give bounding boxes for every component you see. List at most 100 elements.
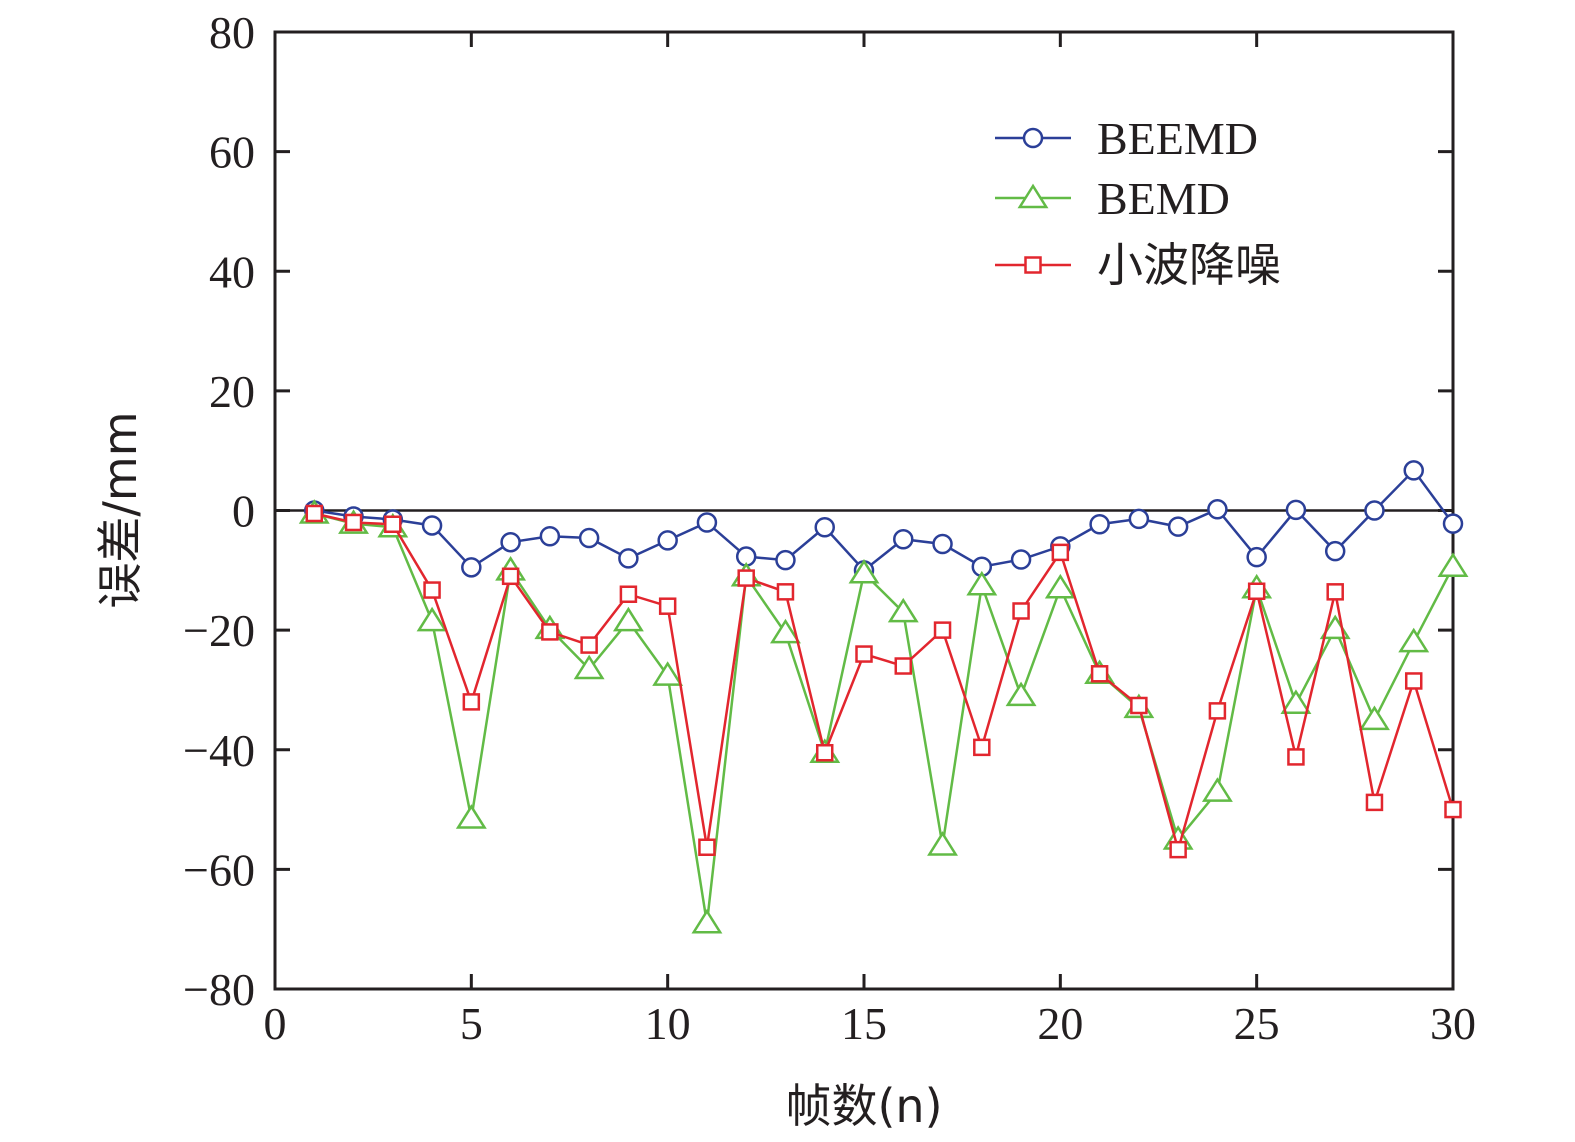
y-tick-label: 40 xyxy=(209,246,255,297)
legend-item: BEMD xyxy=(995,173,1230,224)
legend: BEEMD BEMD 小波降噪 xyxy=(995,113,1281,291)
data-point-circle xyxy=(775,549,796,571)
data-point-square xyxy=(580,636,598,654)
series-line xyxy=(313,512,1455,924)
data-point-circle xyxy=(1324,540,1346,562)
data-point-circle xyxy=(1010,549,1032,570)
data-point-circle xyxy=(893,528,914,550)
data-point-triangle xyxy=(770,618,801,644)
data-point-square xyxy=(1247,582,1266,600)
data-point-triangle xyxy=(1201,777,1233,802)
data-point-square xyxy=(1365,793,1384,812)
data-point-square xyxy=(384,515,402,534)
data-point-square xyxy=(1208,702,1227,720)
y-tick-label: −60 xyxy=(183,844,255,895)
data-point-square xyxy=(1012,602,1030,620)
y-tick-label: 80 xyxy=(209,7,255,58)
data-point-circle xyxy=(1246,546,1267,568)
data-point-circle xyxy=(461,557,482,578)
data-point-triangle xyxy=(573,654,605,680)
data-point-triangle xyxy=(1044,573,1076,599)
axis-tick-labels: 0 5 10 15 20 25 30 80 60 40 20 0 −20 −40 −60 −80 xyxy=(183,7,1476,1049)
data-point-triangle xyxy=(1280,689,1312,714)
data-point-circle xyxy=(1022,127,1044,149)
x-tick-label: 15 xyxy=(841,998,887,1049)
data-point-square xyxy=(1326,583,1344,601)
data-point-triangle xyxy=(1359,705,1390,731)
data-point-square xyxy=(501,567,520,586)
series-line xyxy=(314,468,1455,573)
data-point-square xyxy=(541,623,559,641)
data-point-square xyxy=(462,693,481,711)
data-point-square xyxy=(973,738,991,757)
data-point-square xyxy=(1444,800,1462,819)
data-point-triangle xyxy=(1005,681,1037,707)
data-point-triangle xyxy=(416,606,448,632)
data-point-square xyxy=(1090,665,1109,683)
data-point-triangle xyxy=(887,597,919,623)
x-tick-label: 30 xyxy=(1430,998,1476,1049)
y-tick-label: 0 xyxy=(232,486,255,537)
data-point-square xyxy=(1169,840,1187,859)
data-point-circle xyxy=(1089,514,1110,535)
series-1 xyxy=(304,460,1464,581)
legend-label: 小波降噪 xyxy=(1097,240,1281,291)
data-point-triangle xyxy=(966,570,998,596)
data-point-triangle xyxy=(1017,183,1049,209)
data-point-square xyxy=(344,513,363,532)
data-point-circle xyxy=(578,527,600,549)
legend-item: 小波降噪 xyxy=(995,240,1281,291)
x-tick-label: 0 xyxy=(264,998,287,1049)
series-layer xyxy=(298,460,1469,934)
data-point-triangle xyxy=(652,661,684,686)
data-point-triangle xyxy=(848,558,880,584)
y-axis-title: 误差/mm xyxy=(93,411,147,608)
x-tick-label: 25 xyxy=(1234,998,1280,1049)
data-point-circle xyxy=(932,533,953,555)
data-point-square xyxy=(1404,672,1423,690)
y-tick-label: −40 xyxy=(183,725,255,776)
x-axis-title: 帧数(n) xyxy=(785,1079,942,1133)
x-tick-label: 20 xyxy=(1037,998,1083,1049)
legend-label: BEEMD xyxy=(1097,113,1258,164)
data-point-square xyxy=(933,621,952,639)
data-point-square xyxy=(1130,696,1148,715)
y-tick-label: −20 xyxy=(183,605,255,656)
data-point-triangle xyxy=(612,606,644,632)
data-point-square xyxy=(855,645,873,663)
data-point-circle xyxy=(1364,500,1385,521)
data-point-circle xyxy=(421,515,443,536)
data-point-circle xyxy=(696,512,718,533)
data-point-triangle xyxy=(691,908,723,934)
data-point-triangle xyxy=(1398,627,1430,653)
series-line xyxy=(313,512,1455,855)
data-point-triangle xyxy=(455,804,487,829)
data-point-circle xyxy=(1403,460,1424,481)
data-point-circle xyxy=(1207,499,1228,520)
data-point-square xyxy=(737,569,755,587)
y-tick-label: 20 xyxy=(209,366,255,417)
data-point-circle xyxy=(500,531,521,553)
data-point-circle xyxy=(814,516,835,538)
y-tick-label: −80 xyxy=(183,964,255,1015)
data-point-circle xyxy=(539,525,561,547)
data-point-square xyxy=(658,597,677,615)
x-tick-label: 5 xyxy=(460,998,483,1049)
data-point-circle xyxy=(657,530,678,551)
data-point-square xyxy=(1051,543,1070,562)
axis-ticks xyxy=(273,30,1455,991)
data-point-circle xyxy=(1442,513,1464,534)
data-point-square xyxy=(894,657,913,675)
data-point-square xyxy=(619,585,638,603)
data-point-square xyxy=(776,583,795,601)
data-point-circle xyxy=(1128,508,1150,530)
data-point-square xyxy=(1024,256,1042,274)
series-3 xyxy=(305,504,1462,859)
data-point-circle xyxy=(1167,516,1189,537)
data-point-square xyxy=(423,581,441,599)
data-point-square xyxy=(698,838,716,856)
data-point-circle xyxy=(1285,499,1307,521)
data-point-square xyxy=(305,504,324,523)
x-tick-label: 10 xyxy=(645,998,691,1049)
